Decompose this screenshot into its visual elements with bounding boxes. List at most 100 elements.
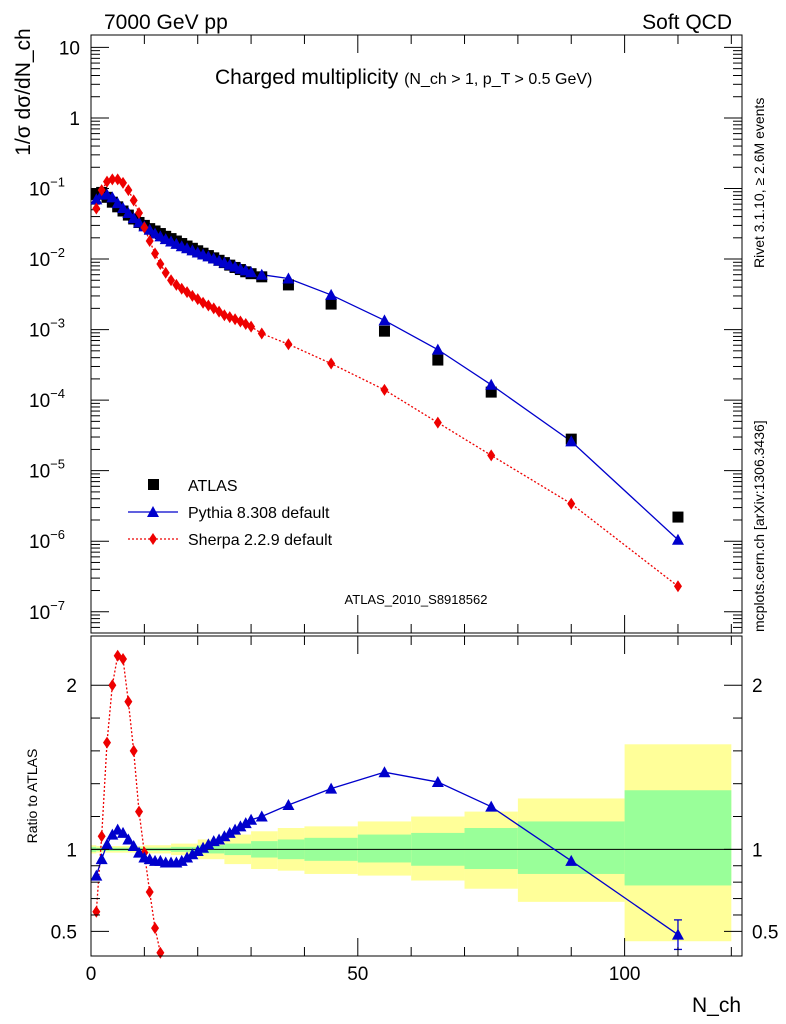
pythia-main-point xyxy=(565,435,578,447)
sherpa-ratio-point xyxy=(97,830,106,843)
ratio-y-tick-label-right: 0.5 xyxy=(752,922,778,943)
pythia-ratio-point xyxy=(223,826,236,838)
main-y-tick-base: 10 xyxy=(29,603,50,624)
x-tick-label: 100 xyxy=(609,964,641,985)
pythia-ratio-point xyxy=(95,853,108,865)
pythia-ratio-point xyxy=(239,817,252,829)
sherpa-main-point xyxy=(156,258,165,271)
pythia-main-point xyxy=(117,201,130,213)
main-y-tick-label: 10−1 xyxy=(29,175,65,201)
ratio-y-tick-label-right: 1 xyxy=(752,840,763,861)
sherpa-main-point xyxy=(380,383,389,396)
main-y-tick-base: 10 xyxy=(29,180,50,201)
ratio-y-tick-label: 1 xyxy=(66,840,77,861)
sherpa-main-point xyxy=(167,274,176,287)
main-y-tick-exp: −3 xyxy=(50,316,65,331)
sherpa-main-point xyxy=(92,202,101,215)
legend: ATLAS Pythia 8.308 default Sherpa 2.2.9 … xyxy=(128,478,333,549)
main-y-tick-label: 10−6 xyxy=(29,527,65,553)
pythia-ratio-point xyxy=(282,799,295,811)
legend-sherpa-marker xyxy=(149,533,157,545)
sherpa-main-point xyxy=(108,173,117,186)
sherpa-ratio-point xyxy=(119,652,128,665)
chart-title-sub: (N_ch > 1, p_T > 0.5 GeV) xyxy=(404,71,592,88)
pythia-ratio-point xyxy=(255,810,268,822)
ratio-y-tick-label: 0.5 xyxy=(51,922,77,943)
legend-sherpa-label: Sherpa 2.2.9 default xyxy=(188,532,333,549)
pythia-main-point xyxy=(122,206,135,218)
main-y-axis-label: 1/σ dσ/dN_ch xyxy=(12,28,35,156)
sherpa-ratio-line xyxy=(95,654,163,957)
sherpa-ratio-point xyxy=(135,805,144,818)
main-x-ticks xyxy=(90,35,732,633)
atlas-main-point xyxy=(485,386,497,398)
ratio-uncertainty-bands xyxy=(91,744,732,942)
ratio-inner-band xyxy=(624,790,732,886)
legend-atlas-label: ATLAS xyxy=(188,478,238,495)
legend-atlas-marker xyxy=(148,479,159,490)
pythia-main-point xyxy=(485,378,498,390)
pythia-main-point xyxy=(282,272,295,284)
atlas-main-point xyxy=(325,298,337,310)
atlas-main-point xyxy=(672,511,684,523)
main-y-tick-label: 10−2 xyxy=(29,245,65,271)
pythia-main-point xyxy=(378,314,391,326)
pythia-ratio-point xyxy=(431,776,444,788)
ratio-inner-band xyxy=(517,821,625,874)
pythia-ratio-point xyxy=(218,830,231,842)
sherpa-ratio-point xyxy=(108,679,117,692)
main-y-tick-base: 10 xyxy=(29,321,50,342)
main-y-tick-label: 1 xyxy=(69,109,80,130)
sherpa-main-point xyxy=(161,266,170,279)
main-y-tick-label: 10−4 xyxy=(29,386,65,412)
sherpa-main-point xyxy=(247,320,256,333)
analysis-id: ATLAS_2010_S8918562 xyxy=(345,592,488,607)
legend-pythia-marker xyxy=(147,506,159,517)
pythia-ratio-point xyxy=(117,826,130,838)
pythia-ratio-point xyxy=(127,840,140,852)
rivet-version-label: Rivet 3.1.10, ≥ 2.6M events xyxy=(751,98,767,268)
main-y-tick-exp: −7 xyxy=(50,598,65,613)
pythia-ratio-point xyxy=(175,854,188,866)
x-tick-label: 50 xyxy=(347,964,368,985)
pythia-ratio-point xyxy=(191,844,204,856)
ratio-y-tick-label: 2 xyxy=(66,676,77,697)
pythia-main-point xyxy=(325,288,338,300)
sherpa-ratio-point xyxy=(129,744,138,757)
sherpa-main-point xyxy=(97,184,106,197)
main-y-tick-exp: −5 xyxy=(50,457,65,472)
main-y-tick-exp: −6 xyxy=(50,527,65,542)
sherpa-main-point xyxy=(145,235,154,248)
pythia-main-point xyxy=(127,212,140,224)
sherpa-main-point xyxy=(129,194,138,207)
pythia-ratio-point xyxy=(202,838,215,850)
main-series xyxy=(90,173,684,593)
ratio-y-axis-label: Ratio to ATLAS xyxy=(24,749,40,844)
pythia-ratio-point xyxy=(234,820,247,832)
sherpa-main-point xyxy=(119,176,128,189)
sherpa-ratio-point xyxy=(151,922,160,935)
sherpa-main-point xyxy=(487,449,496,462)
main-plot-frame xyxy=(90,34,743,634)
sherpa-main-point xyxy=(257,327,266,340)
atlas-main-point xyxy=(432,354,444,366)
sherpa-ratio-point xyxy=(145,886,154,898)
sherpa-main-point xyxy=(567,497,576,510)
atlas-main-point xyxy=(282,279,294,291)
pythia-ratio-point xyxy=(197,841,210,853)
ratio-y-axis: 0.5 0.5 1 1 2 2 xyxy=(51,676,779,943)
sherpa-main-point xyxy=(151,247,160,260)
pythia-ratio-point xyxy=(245,813,258,825)
ratio-inner-band xyxy=(464,828,518,870)
pythia-ratio-point xyxy=(186,848,199,860)
pythia-ratio-point xyxy=(229,823,242,835)
atlas-main-point xyxy=(378,325,390,337)
pythia-ratio-point xyxy=(378,766,391,778)
sherpa-main-point xyxy=(140,221,149,234)
sherpa-main-point xyxy=(220,309,229,322)
sherpa-main-point xyxy=(124,184,133,197)
pythia-main-point xyxy=(431,343,444,355)
